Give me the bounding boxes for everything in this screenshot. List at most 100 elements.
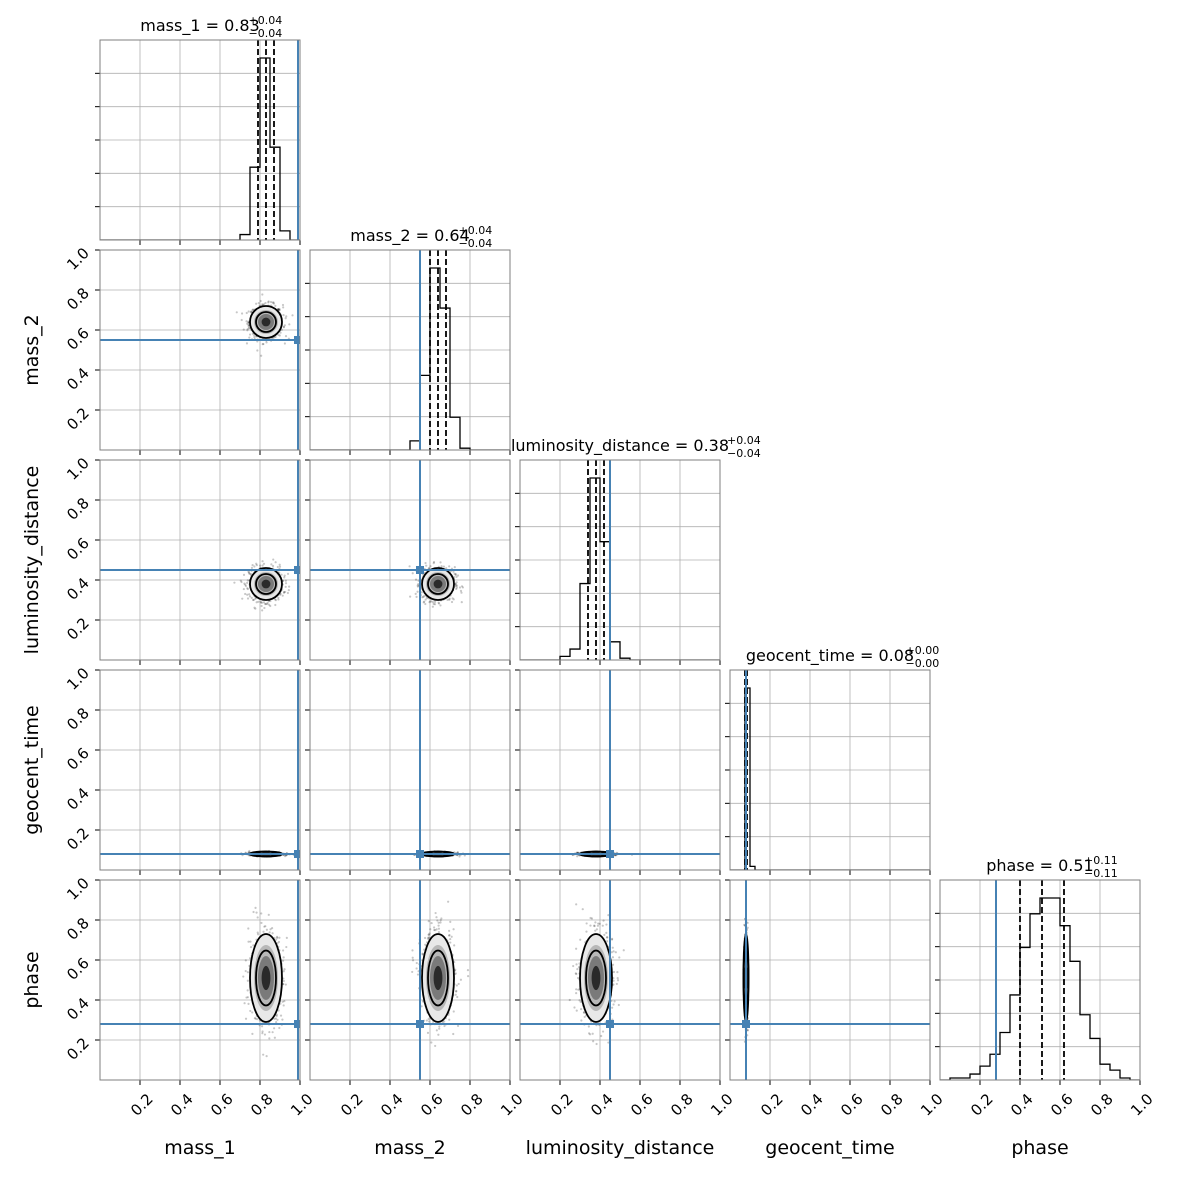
scatter-point <box>246 996 249 999</box>
ytick-label: 0.4 <box>63 784 93 814</box>
scatter-point <box>432 601 435 604</box>
panel-content <box>310 460 510 660</box>
scatter-point <box>260 912 263 915</box>
scatter-point <box>460 601 463 604</box>
scatter-point <box>268 603 271 606</box>
scatter-point <box>251 598 255 602</box>
scatter-point <box>456 851 459 854</box>
ytick-label: 0.6 <box>63 744 93 774</box>
scatter-point <box>263 925 266 928</box>
ylabel-luminosity_distance: luminosity_distance <box>21 466 43 655</box>
scatter-point <box>269 300 273 304</box>
scatter-point <box>267 913 270 916</box>
histogram-mass_1 <box>100 57 300 240</box>
xtick-label: 0.4 <box>167 1090 197 1120</box>
scatter-point <box>278 563 281 566</box>
scatter-point <box>281 303 285 307</box>
scatter-point <box>279 593 282 596</box>
scatter-point <box>247 325 250 328</box>
scatter-point <box>247 321 250 324</box>
scatter-point <box>240 318 243 322</box>
scatter-point <box>282 979 285 983</box>
scatter-point <box>455 587 458 591</box>
scatter-point <box>264 602 267 606</box>
scatter-point <box>250 310 253 313</box>
contour <box>255 949 277 1007</box>
scatter-point <box>423 600 426 603</box>
scatter-point <box>287 589 290 592</box>
panel-frame <box>99 669 301 871</box>
scatter-point <box>576 855 579 858</box>
title-plus: +0.00 <box>906 644 940 657</box>
scatter-point <box>459 589 463 592</box>
scatter-point <box>250 566 254 569</box>
scatter-point <box>265 928 268 931</box>
scatter-point <box>243 582 246 585</box>
scatter-point <box>249 940 252 943</box>
scatter-point <box>430 600 433 603</box>
scatter-point <box>281 1018 284 1021</box>
scatter-point <box>272 301 275 304</box>
scatter-point <box>275 935 279 938</box>
scatter-point <box>246 989 249 992</box>
scatter-point <box>254 597 257 600</box>
density-level <box>261 317 271 327</box>
scatter-point <box>247 851 250 854</box>
scatter-point <box>260 604 263 608</box>
scatter-point <box>242 573 246 576</box>
scatter-point <box>282 306 285 309</box>
scatter-point <box>424 602 427 606</box>
scatter-point <box>260 921 263 925</box>
scatter-point <box>284 582 288 585</box>
scatter-point <box>429 600 432 603</box>
contour <box>427 573 449 595</box>
scatter-point <box>424 561 427 565</box>
scatter-point <box>254 607 257 610</box>
scatter-point <box>261 564 264 567</box>
contour <box>249 305 283 339</box>
scatter-point <box>248 336 251 339</box>
scatter-point <box>278 1026 281 1030</box>
scatter-point <box>454 582 457 585</box>
title-plus: +0.04 <box>249 14 283 27</box>
ytick-label: 0.6 <box>63 324 93 354</box>
panel-content <box>310 670 510 870</box>
scatter-point <box>257 302 260 305</box>
histogram-geocent_time <box>730 687 930 870</box>
ytick-label: 1.0 <box>63 454 93 484</box>
scatter-point <box>252 944 255 947</box>
title-luminosity_distance: luminosity_distance = 0.38 <box>511 436 729 456</box>
scatter-point <box>246 329 249 332</box>
scatter-point <box>281 1000 284 1003</box>
scatter-point <box>282 970 285 973</box>
scatter-point <box>274 335 277 339</box>
scatter-point <box>276 565 279 569</box>
truth-marker <box>606 850 614 858</box>
scatter-point <box>416 973 420 976</box>
panel-frame <box>309 669 511 871</box>
scatter-point <box>283 855 287 858</box>
scatter-point <box>256 931 259 934</box>
scatter-point <box>273 1036 276 1039</box>
scatter-point <box>280 328 283 331</box>
scatter-point <box>446 598 449 601</box>
scatter-point <box>282 326 286 329</box>
scatter-point <box>282 982 285 986</box>
panel-frame <box>519 669 721 871</box>
scatter-point <box>276 936 279 939</box>
scatter-point <box>265 1055 268 1058</box>
scatter-point <box>275 1020 278 1024</box>
title-plus: +0.04 <box>727 434 761 447</box>
scatter-point <box>282 590 286 594</box>
ytick-label: 0.4 <box>63 364 93 394</box>
ylabel-mass_2: mass_2 <box>21 314 43 386</box>
scatter-point <box>274 1017 278 1020</box>
scatter-point <box>246 587 249 591</box>
scatter-point <box>422 595 425 599</box>
scatter-point <box>276 1018 279 1021</box>
scatter-point <box>265 341 268 344</box>
panel-frame <box>309 459 511 661</box>
scatter-point <box>245 320 248 323</box>
scatter-point <box>253 1017 257 1020</box>
